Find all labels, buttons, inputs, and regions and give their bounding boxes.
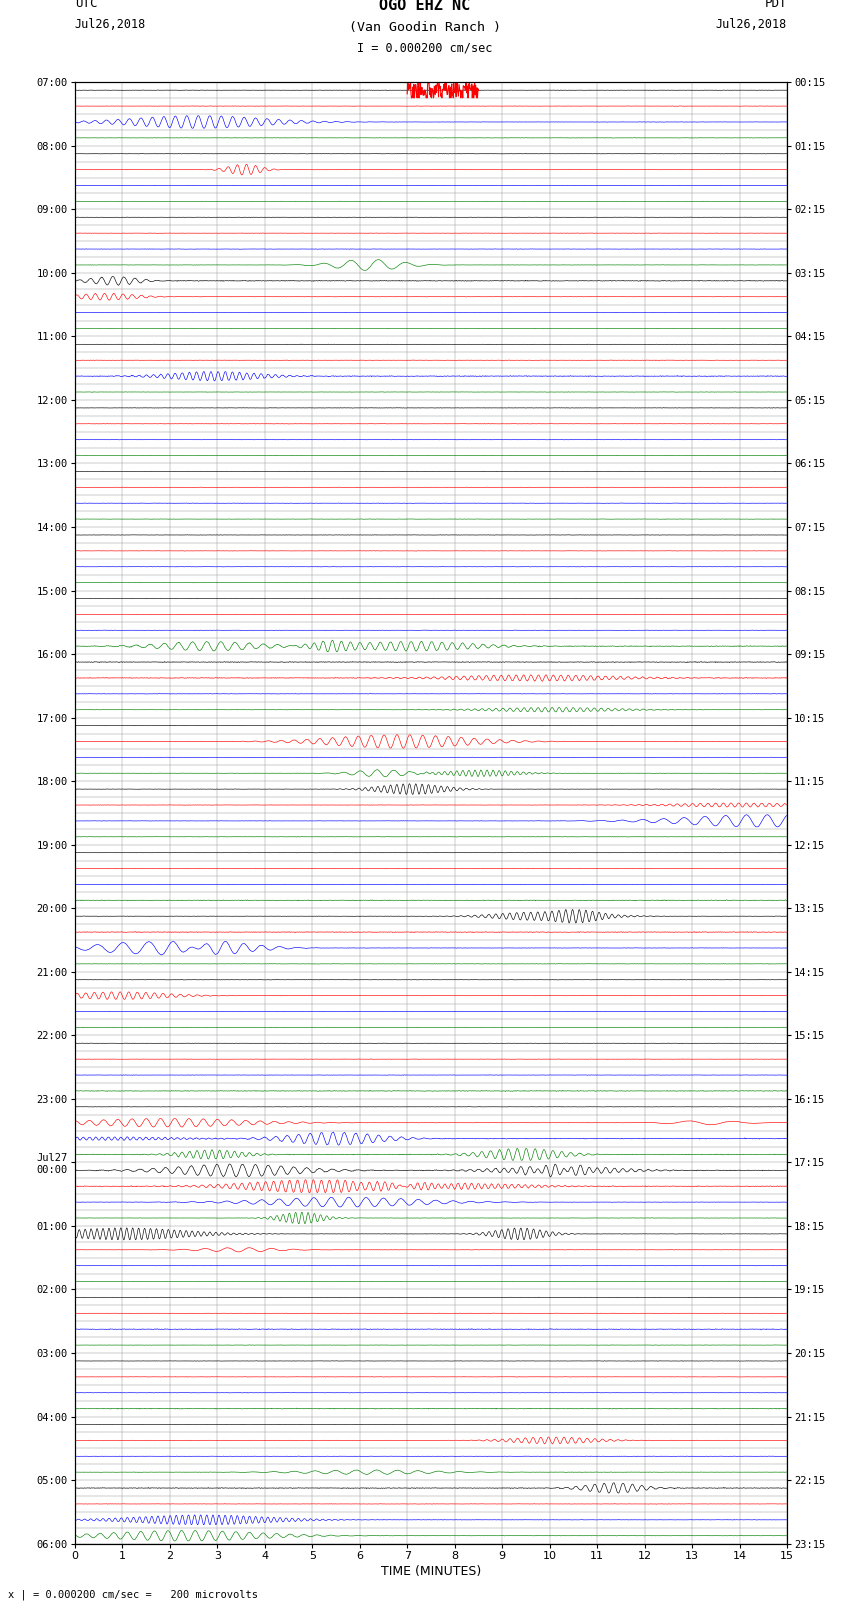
Text: Jul26,2018: Jul26,2018 — [75, 18, 146, 31]
Text: I = 0.000200 cm/sec: I = 0.000200 cm/sec — [357, 42, 493, 55]
Text: Jul26,2018: Jul26,2018 — [716, 18, 787, 31]
Text: x | = 0.000200 cm/sec =   200 microvolts: x | = 0.000200 cm/sec = 200 microvolts — [8, 1589, 258, 1600]
Text: PDT: PDT — [765, 0, 787, 10]
Text: OGO EHZ NC: OGO EHZ NC — [379, 0, 471, 13]
X-axis label: TIME (MINUTES): TIME (MINUTES) — [381, 1565, 481, 1578]
Text: UTC: UTC — [75, 0, 97, 10]
Text: (Van Goodin Ranch ): (Van Goodin Ranch ) — [349, 21, 501, 34]
